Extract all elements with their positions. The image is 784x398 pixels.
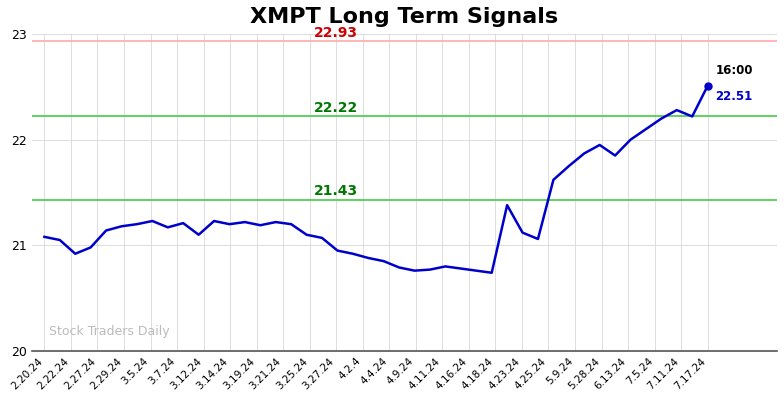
Text: 16:00: 16:00 [715,64,753,77]
Text: 21.43: 21.43 [314,184,358,198]
Text: 22.22: 22.22 [314,101,358,115]
Text: Stock Traders Daily: Stock Traders Daily [49,325,169,338]
Text: 22.51: 22.51 [715,90,753,103]
Text: 22.93: 22.93 [314,26,358,40]
Title: XMPT Long Term Signals: XMPT Long Term Signals [251,7,559,27]
